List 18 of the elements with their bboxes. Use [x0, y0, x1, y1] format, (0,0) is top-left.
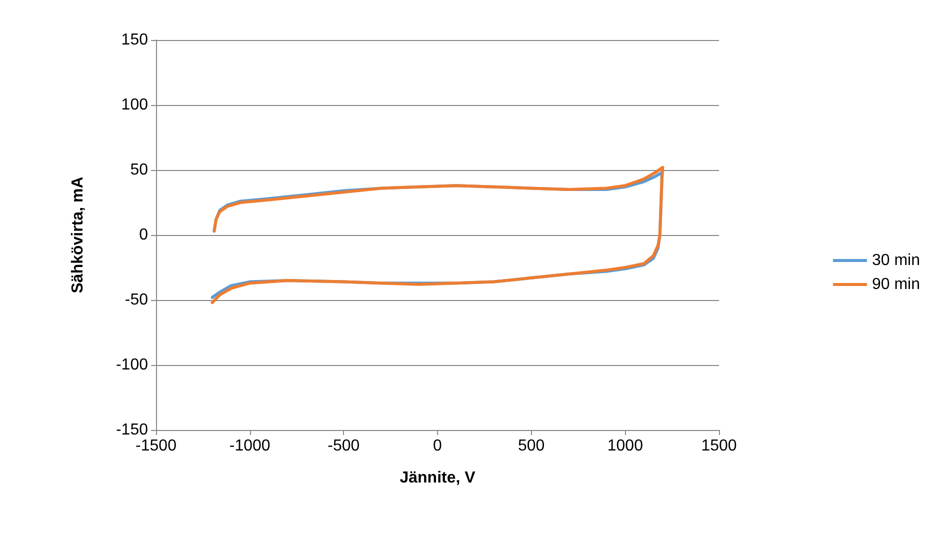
legend-label: 30 min — [872, 252, 920, 269]
x-tick-label: -500 — [328, 438, 360, 454]
x-tick-label: 1500 — [701, 438, 737, 454]
y-tick-label: -100 — [116, 356, 148, 374]
y-tick-label: 0 — [139, 226, 148, 244]
x-tick-label: 1000 — [607, 438, 644, 454]
y-axis-title: Sähkövirta, mA — [70, 176, 86, 294]
y-tick-label: -150 — [116, 422, 148, 438]
y-tick-label: 50 — [130, 162, 148, 178]
x-tick-label: -1500 — [136, 438, 177, 454]
x-tick-label: -1000 — [229, 438, 270, 454]
x-axis-title: Jännite, V — [400, 470, 476, 486]
y-tick-label: -50 — [124, 292, 148, 308]
y-tick-label: 150 — [121, 32, 148, 48]
x-tick-label: 0 — [433, 438, 442, 454]
x-tick-label: 500 — [518, 438, 545, 454]
y-tick-label: 100 — [121, 96, 148, 114]
legend-label: 90 min — [872, 276, 920, 293]
